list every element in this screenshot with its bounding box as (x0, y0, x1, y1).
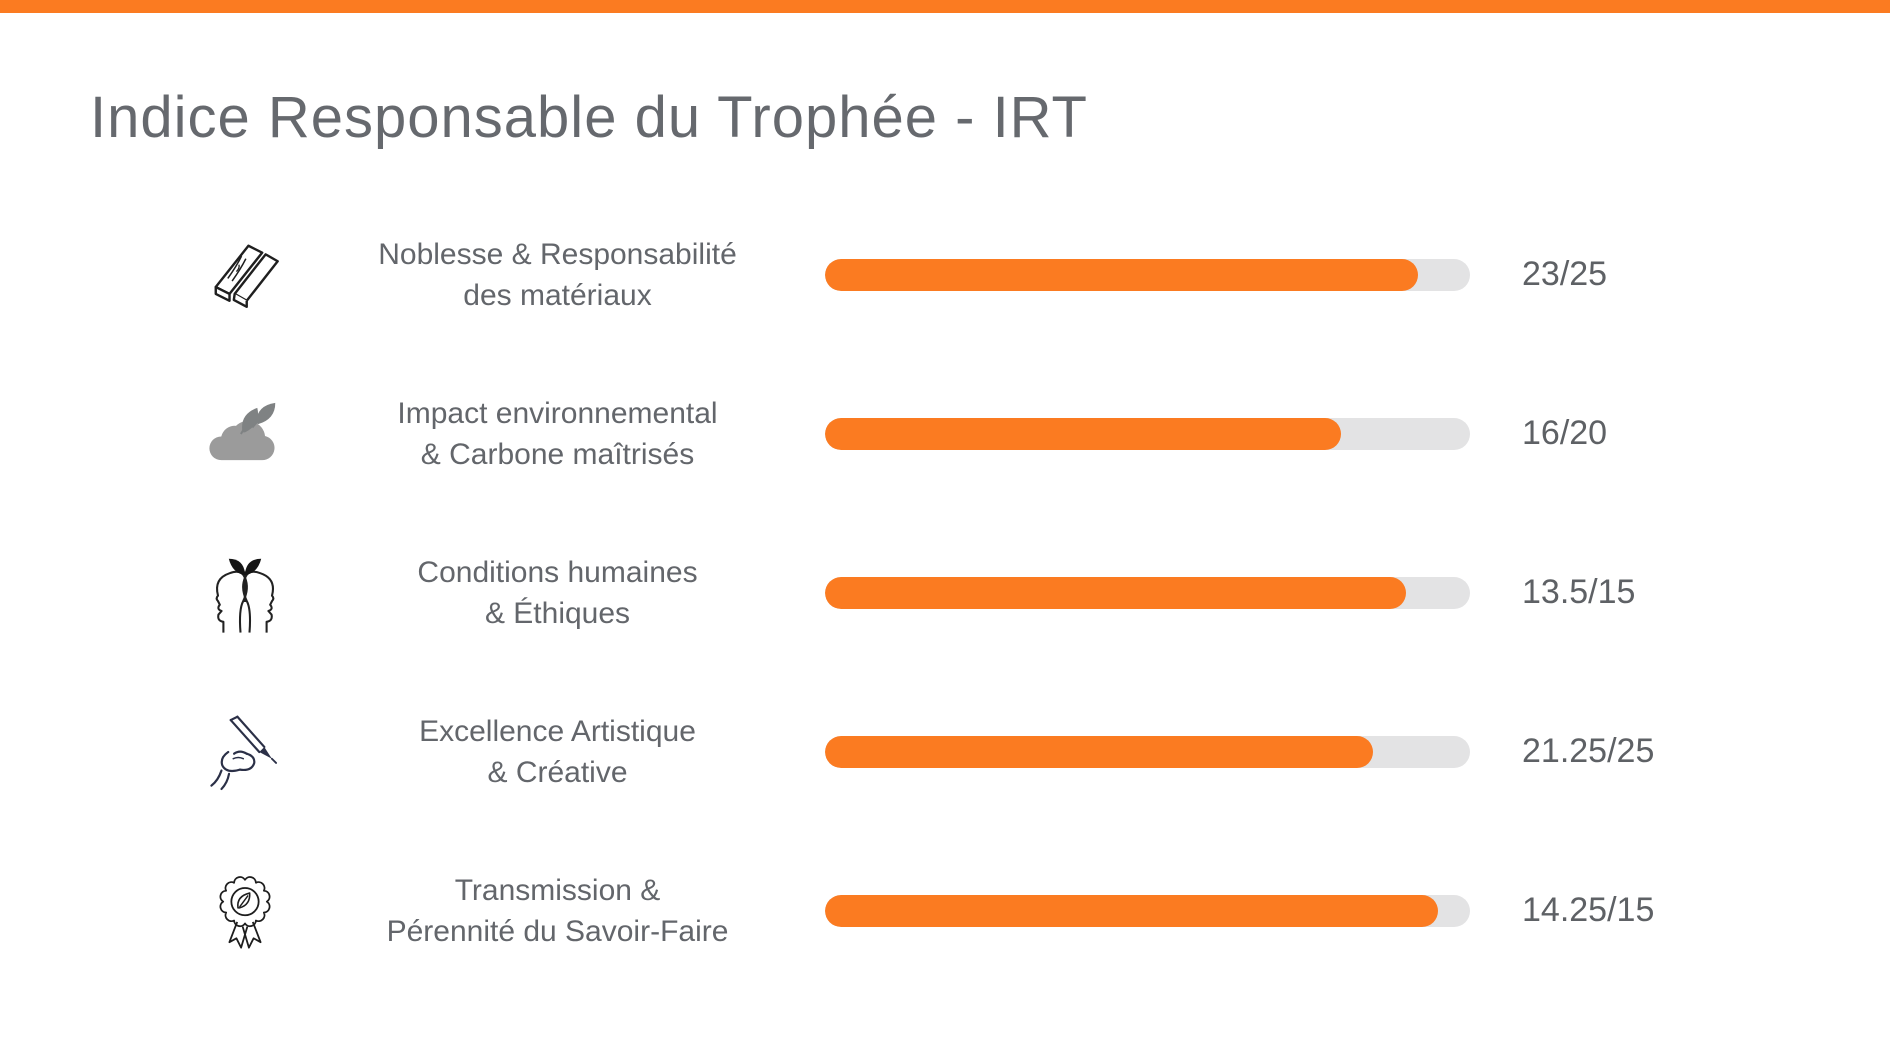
score-bar-track (825, 258, 1470, 291)
cloud-leaves-icon (200, 388, 290, 480)
criterion-row-human: Conditions humaines & Éthiques 13.5/15 (0, 513, 1890, 672)
score-bar-track (825, 894, 1470, 927)
score-bar-fill (825, 417, 1341, 450)
wood-planks-icon (200, 227, 290, 323)
score-value: 21.25/25 (1522, 732, 1655, 770)
criteria-list: Noblesse & Responsabilité des matériaux … (0, 195, 1890, 990)
criterion-label: Noblesse & Responsabilité des matériaux (378, 237, 737, 312)
score-bar-fill (825, 576, 1406, 609)
top-accent-bar (0, 0, 1890, 13)
score-bar-fill (825, 894, 1438, 927)
hand-pen-icon (200, 706, 290, 798)
medal-leaf-icon (200, 861, 290, 961)
criterion-label: Conditions humaines & Éthiques (417, 555, 698, 630)
page-title: Indice Responsable du Trophée - IRT (90, 85, 1088, 150)
score-bar-track (825, 735, 1470, 768)
score-bar-fill (825, 258, 1419, 291)
score-bar-track (825, 417, 1470, 450)
irt-scorecard: Indice Responsable du Trophée - IRT Nobl… (0, 0, 1890, 990)
criterion-row-artistic: Excellence Artistique & Créative 21.25/2… (0, 672, 1890, 831)
criterion-row-transmission: Transmission & Pérennité du Savoir-Faire… (0, 831, 1890, 990)
criterion-label: Excellence Artistique & Créative (419, 714, 696, 789)
score-value: 16/20 (1522, 414, 1608, 452)
score-bar-track (825, 576, 1470, 609)
two-heads-sprout-icon (200, 545, 290, 641)
score-bar-fill (825, 735, 1374, 768)
score-value: 13.5/15 (1522, 573, 1636, 611)
criterion-row-materials: Noblesse & Responsabilité des matériaux … (0, 195, 1890, 354)
criterion-label: Transmission & Pérennité du Savoir-Faire (386, 873, 729, 948)
score-value: 14.25/15 (1522, 891, 1655, 929)
criterion-row-environment: Impact environnemental & Carbone maîtris… (0, 354, 1890, 513)
score-value: 23/25 (1522, 255, 1608, 293)
criterion-label: Impact environnemental & Carbone maîtris… (397, 396, 718, 471)
